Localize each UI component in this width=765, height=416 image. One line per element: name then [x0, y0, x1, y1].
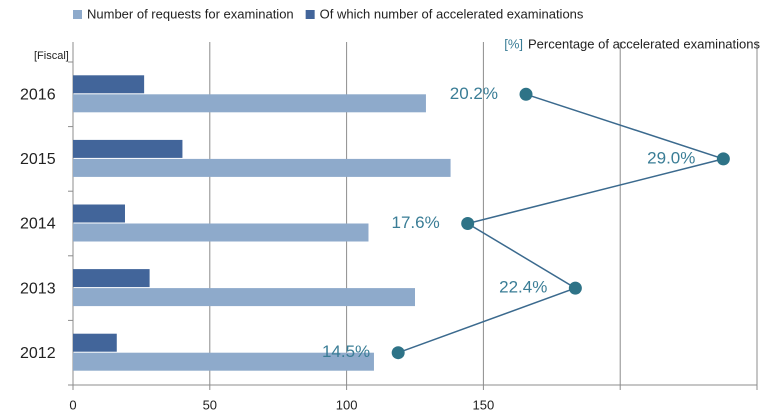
- point: [716, 152, 730, 166]
- x-tick-label: 150: [473, 397, 495, 412]
- data-label: 14.5%: [322, 342, 370, 361]
- legend-label: Number of requests for examination: [87, 6, 294, 21]
- y-axis-label: [Fiscal]: [34, 50, 69, 62]
- series-label: Percentage of accelerated examinations: [528, 36, 760, 51]
- bar: [73, 269, 150, 288]
- bar: [73, 158, 451, 177]
- bar: [73, 223, 369, 242]
- legend-swatch: [305, 10, 315, 19]
- legend-label: Of which number of accelerated examinati…: [320, 6, 584, 21]
- series-unit: [%]: [504, 36, 523, 51]
- x-tick-label: 50: [203, 397, 217, 412]
- y-tick-label: 2015: [20, 151, 56, 168]
- legend-swatch: [73, 10, 82, 19]
- data-label: 17.6%: [391, 213, 439, 232]
- y-tick-label: 2014: [20, 216, 56, 233]
- x-tick-label: 0: [69, 397, 76, 412]
- bar: [73, 352, 374, 371]
- data-label: 20.2%: [450, 84, 498, 103]
- point: [391, 346, 405, 360]
- data-label: 22.4%: [499, 278, 547, 297]
- point: [568, 281, 582, 295]
- bar: [73, 139, 183, 158]
- bar: [73, 75, 145, 94]
- point: [519, 87, 533, 101]
- point: [461, 217, 475, 230]
- bar: [73, 204, 125, 223]
- y-tick-label: 2013: [20, 280, 56, 297]
- line: [397, 93, 727, 354]
- bar: [73, 94, 426, 113]
- y-tick-label: 2016: [20, 87, 56, 104]
- bar: [73, 288, 415, 307]
- x-tick-label: 100: [336, 397, 358, 412]
- data-label: 29.0%: [647, 148, 695, 167]
- y-tick-label: 2012: [20, 345, 56, 362]
- bar: [73, 333, 117, 352]
